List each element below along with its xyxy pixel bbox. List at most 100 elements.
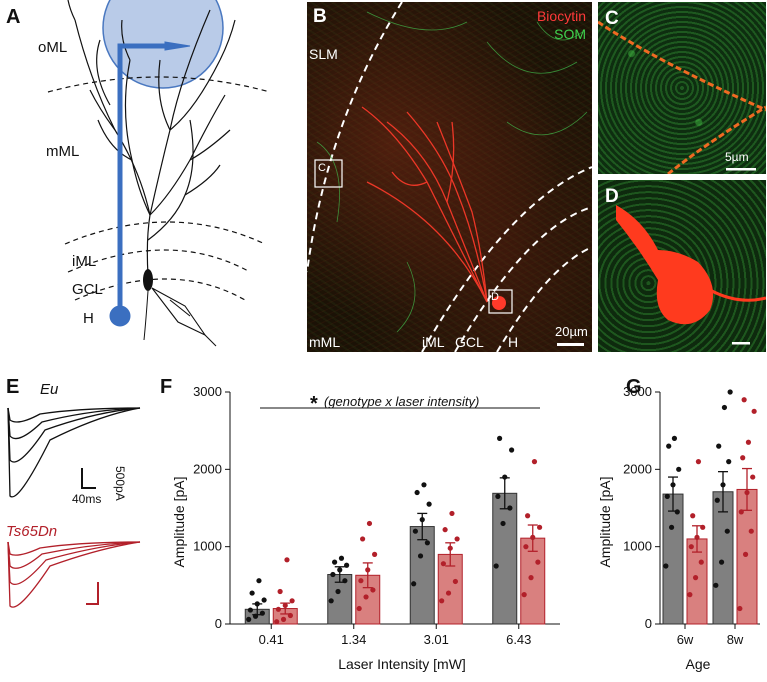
g-data-point: [671, 435, 678, 441]
f-data-point: [365, 567, 371, 573]
g-data-point: [751, 408, 757, 414]
f-data-point: [332, 559, 338, 565]
f-data-point: [449, 510, 455, 517]
f-ylabel: Amplitude [pA]: [171, 476, 187, 567]
f-data-point: [280, 616, 287, 622]
f-data-point: [254, 601, 260, 607]
f-x-tick-label: 0.41: [259, 632, 284, 647]
scalebar-b: [557, 343, 584, 346]
layer-label-mml-b: mML: [309, 334, 341, 350]
f-data-point: [335, 588, 341, 595]
f-x-tick-label: 1.34: [341, 632, 366, 647]
f-data-point: [531, 459, 538, 465]
inset-c-frame: [314, 159, 343, 188]
g-data-point: [720, 482, 726, 488]
f-data-point: [328, 598, 334, 604]
g-data-point: [690, 513, 696, 519]
panel-c-micrograph: C 5µm: [598, 2, 766, 174]
f-data-point: [500, 520, 506, 527]
dendrite-segment-1: [598, 20, 766, 112]
f-data-point: [421, 482, 427, 488]
boundary-slm: [307, 2, 403, 273]
layer-label-iml: iML: [72, 253, 96, 270]
f-data-point: [246, 616, 252, 622]
f-data-point: [523, 544, 529, 550]
som-fibers: [316, 11, 588, 333]
biocytin-neuron: [361, 106, 488, 303]
f-data-point: [342, 578, 348, 584]
g-data-point: [666, 443, 672, 449]
f-data-point: [535, 559, 541, 565]
g-bar: [662, 493, 684, 625]
f-data-point: [275, 606, 281, 612]
f-y-tick-label: 2000: [193, 461, 222, 476]
f-data-point: [509, 447, 515, 453]
f-data-point: [252, 613, 259, 619]
g-data-point: [698, 559, 704, 565]
g-data-point: [738, 509, 744, 515]
f-bar: [492, 492, 518, 625]
g-data-point: [688, 544, 694, 550]
inset-d-frame: [488, 289, 513, 314]
f-data-point: [366, 520, 373, 527]
f-y-tick-label: 0: [215, 616, 222, 631]
g-data-point: [664, 493, 670, 499]
f-data-point: [521, 592, 527, 598]
f-data-point: [337, 567, 343, 573]
layer-label-mml: mML: [46, 143, 79, 160]
f-data-point: [525, 513, 531, 519]
f-data-point: [274, 619, 280, 625]
g-x-tick-label: 8w: [727, 632, 744, 647]
g-data-point: [692, 575, 699, 581]
g-y-tick-label: 2000: [623, 461, 652, 476]
layer-label-iml-b: iML: [422, 334, 445, 350]
granule-cell-soma: [143, 269, 153, 291]
f-data-point: [249, 590, 255, 596]
f-data-point: [356, 605, 362, 612]
g-data-point: [724, 528, 730, 534]
layer-label-slm: SLM: [309, 46, 338, 62]
f-data-point: [284, 557, 290, 563]
f-data-point: [495, 493, 501, 499]
f-data-point: [528, 575, 534, 581]
f-significance-label: (genotype x laser intensity): [324, 394, 479, 409]
f-data-point: [419, 517, 425, 523]
trace-label-eu: Eu: [40, 381, 59, 398]
f-data-point: [370, 587, 376, 593]
f-data-point: [417, 553, 424, 559]
g-data-point: [700, 524, 706, 530]
f-data-point: [537, 524, 543, 530]
panel-f-letter: F: [160, 376, 173, 398]
inset-label-d: D: [491, 291, 499, 303]
panel-g-chart: Amplitude [pA] Age 0 1000 2000 3000 6w 8w: [597, 384, 760, 672]
f-data-point: [411, 581, 417, 587]
ts65dn-traces: [7, 541, 141, 608]
f-xlabel: Laser Intensity [mW]: [338, 656, 466, 672]
f-data-point: [440, 561, 446, 567]
layer-label-oml: oML: [38, 39, 67, 56]
panel-g-letter: G: [626, 376, 642, 398]
eu-scale-x: 40ms: [72, 492, 101, 506]
panel-d-micrograph: D: [598, 180, 766, 352]
boundary-gcl: [454, 206, 592, 352]
g-data-point: [741, 397, 747, 403]
f-data-point: [454, 536, 460, 542]
f-data-point: [330, 571, 336, 578]
g-data-point: [737, 605, 743, 612]
g-data-point: [716, 443, 722, 449]
f-data-point: [530, 534, 536, 540]
f-data-point: [338, 555, 345, 561]
g-data-point: [713, 582, 719, 588]
panel-e-traces: Eu 500pA 40ms Ts65Dn: [6, 381, 141, 608]
granule-cell-dendrites: [67, 0, 236, 276]
g-data-point: [750, 474, 756, 480]
recorded-soma: [492, 296, 506, 310]
g-data-point: [745, 439, 752, 445]
layer-label-gcl: GCL: [72, 281, 103, 298]
f-data-point: [363, 594, 369, 600]
f-data-point: [282, 602, 288, 609]
g-data-point: [748, 528, 754, 534]
legend-som: SOM: [554, 26, 586, 42]
f-data-point: [493, 563, 499, 569]
g-data-point: [676, 466, 682, 472]
